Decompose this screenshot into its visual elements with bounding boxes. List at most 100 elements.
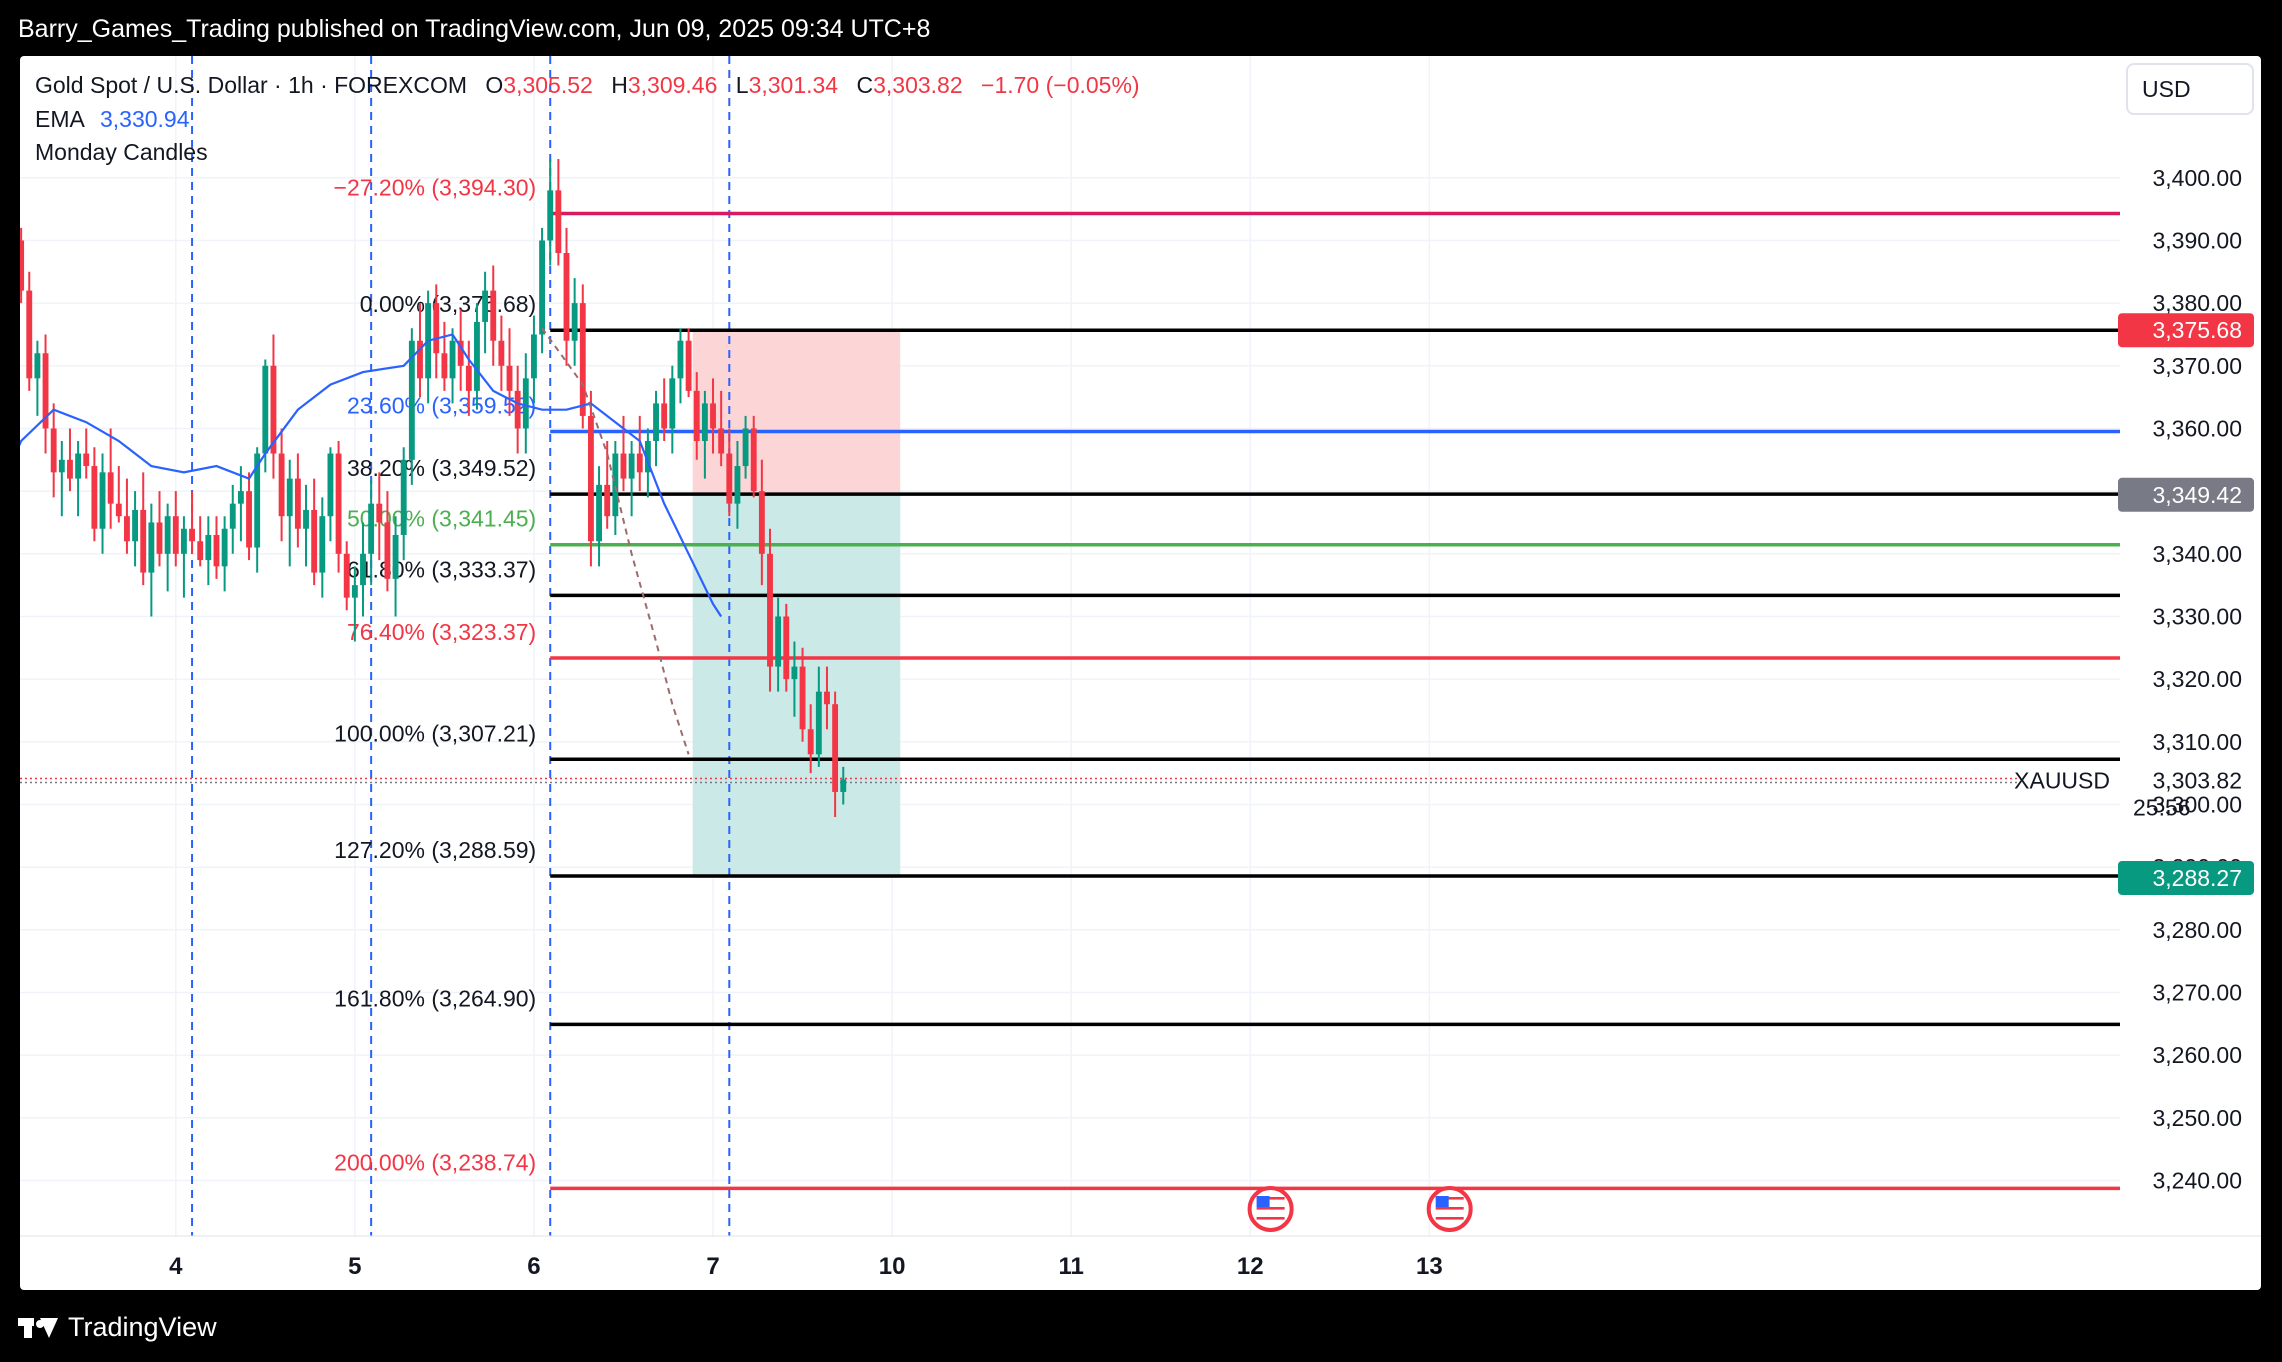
candle-body	[539, 240, 546, 335]
candle-body	[229, 503, 236, 529]
candle-body	[571, 303, 578, 341]
price-tick-label: 3,370.00	[2152, 353, 2242, 379]
candle-body	[693, 390, 700, 441]
candle-body	[67, 459, 73, 479]
candle-body	[368, 503, 375, 554]
candle-body	[327, 453, 334, 517]
candle-body	[685, 340, 692, 391]
price-tick-label: 3,240.00	[2152, 1167, 2242, 1193]
candle-body	[758, 491, 765, 554]
candle-body	[148, 522, 155, 573]
candle-body	[734, 466, 741, 504]
chart-panel[interactable]: −27.20% (3,394.30) 0.00% (3,375.68) 23.60%…	[20, 56, 2261, 1290]
flag-stripe	[1435, 1217, 1464, 1220]
candle-body	[278, 453, 285, 517]
us-flag-icon[interactable]	[1426, 1186, 1473, 1232]
time-tick-label: 5	[348, 1253, 361, 1280]
flag-stripe	[1435, 1212, 1464, 1215]
bar-countdown: 25:56	[2133, 795, 2191, 821]
candle-body	[20, 240, 25, 291]
candle-body	[303, 509, 309, 529]
candle-body	[750, 428, 757, 492]
fib-level-label: 76.40% (3,323.37)	[347, 619, 536, 645]
us-flag-icon[interactable]	[1247, 1186, 1294, 1232]
fib-level-label: 127.20% (3,288.59)	[334, 837, 536, 863]
time-tick-label: 7	[706, 1253, 719, 1280]
candle-body	[132, 509, 139, 542]
candle-body	[498, 340, 505, 366]
candle-body	[164, 516, 171, 554]
candle-body	[449, 340, 456, 379]
legend-ema-label: EMA	[35, 106, 86, 132]
price-tick-label: 3,270.00	[2152, 979, 2242, 1005]
fib-level-label: 50.00% (3,341.45)	[347, 506, 536, 532]
flag-stripe	[1435, 1207, 1464, 1210]
candle-body	[579, 303, 586, 416]
candle-body	[474, 321, 480, 391]
candle-body	[26, 290, 33, 379]
fib-level-label: 200.00% (3,238.74)	[334, 1149, 536, 1175]
legend-low-value: 3,301.34	[749, 72, 839, 98]
candle-body	[91, 466, 98, 529]
candle-body	[587, 415, 594, 542]
candle-body	[140, 509, 147, 573]
price-axis[interactable]: 3,240.00 3,250.00 3,260.00 3,270.00 3,280.00…	[2118, 165, 2254, 1194]
legend[interactable]: Gold Spot / U.S. Dollar · 1h · FOREXCOM …	[35, 72, 1140, 165]
price-tick-label: 3,250.00	[2152, 1105, 2242, 1131]
price-tick-label: 3,380.00	[2152, 290, 2242, 316]
tradingview-logo[interactable]: TradingView	[18, 1312, 217, 1343]
candle-body	[83, 453, 90, 467]
legend-open-value: 3,305.52	[503, 72, 593, 98]
price-tick-label: 3,310.00	[2152, 729, 2242, 755]
candle-body	[710, 403, 716, 429]
candle-body	[262, 365, 269, 454]
price-tick-label: 3,300.00	[2152, 791, 2242, 817]
candle-body	[400, 459, 407, 535]
event-markers[interactable]	[1247, 1186, 1473, 1232]
candle-body	[531, 334, 537, 379]
flag-stripe	[1435, 1202, 1464, 1205]
legend-close-value: 3,303.82	[873, 72, 963, 98]
candle-body	[172, 516, 179, 554]
fib-level-label: 161.80% (3,264.90)	[334, 985, 536, 1011]
legend-symbol: Gold Spot / U.S. Dollar · 1h · FOREXCOM	[35, 72, 467, 98]
candle-body	[832, 704, 839, 792]
fib-levels[interactable]: −27.20% (3,394.30) 0.00% (3,375.68) 23.60%…	[334, 175, 2120, 1191]
candle-body	[294, 478, 301, 529]
currency-button[interactable]: USD	[2126, 63, 2254, 115]
price-chart[interactable]: −27.20% (3,394.30) 0.00% (3,375.68) 23.60%…	[20, 56, 2261, 1290]
candle-body	[58, 459, 65, 473]
candle-body	[124, 516, 130, 542]
candle-body	[620, 453, 627, 479]
price-tick-label: 3,360.00	[2152, 415, 2242, 441]
candle-body	[644, 441, 651, 473]
time-axis[interactable]: 4 5 6 7 10 11 12 13	[20, 1235, 2261, 1280]
fib-level-label: 38.20% (3,349.52)	[347, 455, 536, 481]
candle-body	[213, 535, 220, 567]
candle-body	[726, 453, 733, 504]
candle-body	[417, 340, 423, 379]
candle-body	[441, 353, 448, 379]
time-tick-label: 11	[1058, 1253, 1083, 1280]
legend-high-value: 3,309.46	[628, 72, 718, 98]
legend-low-label: L	[736, 72, 749, 98]
candle-body	[457, 340, 464, 366]
flag-stripe	[1435, 1197, 1464, 1200]
candle-body	[465, 365, 472, 391]
price-tag	[2118, 860, 2254, 895]
legend-change: −1.70 (−0.05%)	[981, 72, 1140, 98]
fib-level-label: −27.20% (3,394.30)	[334, 175, 537, 201]
candle-body	[596, 484, 602, 542]
time-tick-label: 10	[879, 1253, 906, 1280]
candle-body	[807, 729, 814, 755]
flag-canton	[1435, 1196, 1449, 1207]
price-tag	[2118, 313, 2254, 348]
legend-monday-candles: Monday Candles	[35, 139, 208, 165]
candle-body	[791, 666, 798, 680]
candle-body	[392, 535, 399, 579]
candle-body	[311, 509, 318, 573]
tradingview-brand: TradingView	[68, 1312, 217, 1342]
flag-canton	[1256, 1196, 1270, 1207]
candle-body	[205, 535, 212, 561]
candle-body	[824, 691, 830, 705]
